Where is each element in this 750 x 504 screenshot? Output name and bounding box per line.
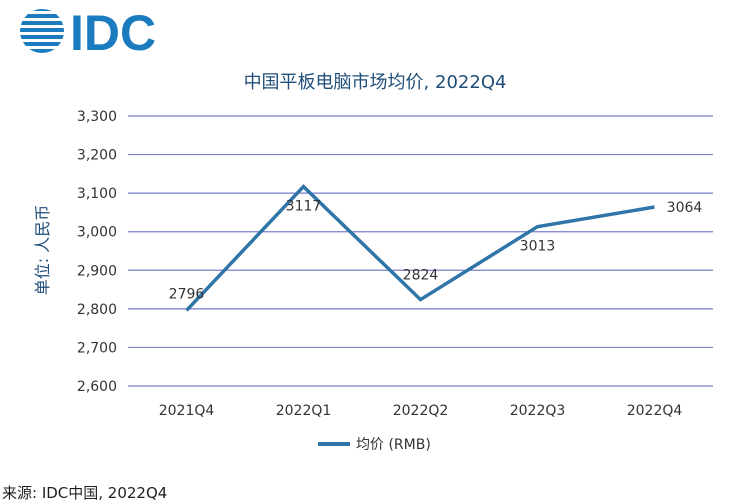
series-line (185, 184, 655, 312)
legend-label: 均价 (RMB) (356, 437, 431, 453)
logo-text: IDC (70, 5, 156, 61)
y-tick-label: 3,000 (77, 225, 117, 241)
y-tick-label: 3,100 (77, 186, 117, 202)
data-label: 2796 (169, 286, 205, 302)
y-tick-label: 3,300 (77, 109, 117, 125)
chart-title: 中国平板电脑市场均价, 2022Q4 (244, 72, 507, 93)
y-axis-label: 单位: 人民币 (33, 205, 52, 295)
series-layer (185, 184, 655, 312)
x-tick-label: 2022Q4 (627, 403, 683, 419)
y-tick-label: 3,200 (77, 148, 117, 164)
x-tick-label: 2022Q3 (510, 403, 566, 419)
data-label: 3064 (667, 200, 703, 216)
data-labels: 2796 3117 2824 3013 3064 (169, 199, 703, 303)
grid-lines (128, 115, 713, 387)
x-tick-label: 2022Q1 (276, 403, 332, 419)
legend: 均价 (RMB) (318, 437, 431, 453)
data-label: 3013 (520, 239, 556, 255)
y-axis-ticks: 2,600 2,700 2,800 2,900 3,000 3,100 3,200 3,300 (77, 109, 117, 395)
idc-logo: IDC (18, 5, 156, 61)
x-tick-label: 2021Q4 (159, 403, 215, 419)
source-note: 来源: IDC中国, 2022Q4 (2, 484, 168, 502)
data-label: 3117 (286, 199, 322, 215)
logo-globe-icon (18, 9, 66, 53)
y-tick-label: 2,900 (77, 263, 117, 279)
y-tick-label: 2,800 (77, 302, 117, 318)
x-axis-ticks: 2021Q4 2022Q1 2022Q2 2022Q3 2022Q4 (159, 403, 683, 419)
data-label: 2824 (403, 268, 439, 284)
y-tick-label: 2,700 (77, 340, 117, 356)
y-tick-label: 2,600 (77, 379, 117, 395)
x-tick-label: 2022Q2 (393, 403, 449, 419)
